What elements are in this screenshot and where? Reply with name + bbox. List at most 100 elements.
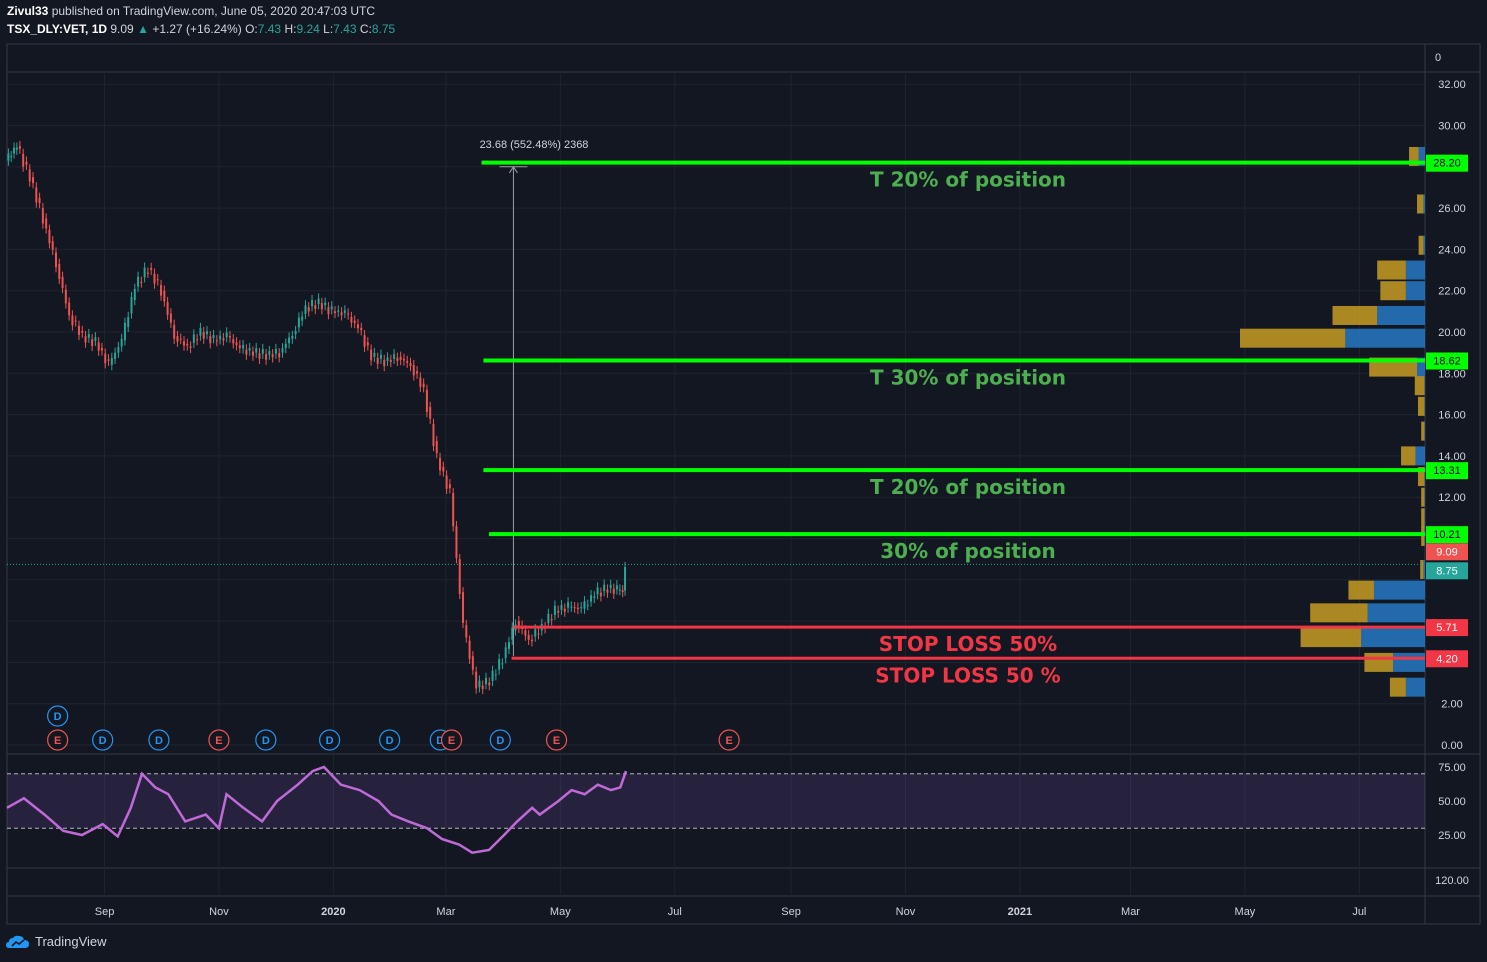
low-label: L: [323,22,334,36]
tradingview-footer[interactable]: TradingView [6,934,107,949]
candle-body [458,559,461,594]
price-axis-label: 22.00 [1438,286,1466,298]
candle-body [55,252,58,268]
candle-body [212,335,215,339]
volume-profile-down-bar [1409,146,1419,166]
candle-body [140,281,143,283]
price-tag-label: 28.20 [1433,158,1461,170]
candle-body [120,338,123,347]
candle-body [373,352,376,357]
candle-body [527,635,530,640]
event-marker-label: D [99,735,107,747]
volume-profile-down-bar [1418,235,1424,255]
candle-body [10,156,13,158]
price-axis-label: 26.00 [1438,203,1466,215]
candle-body [567,602,570,608]
candle-body [491,670,494,681]
candle-body [294,330,297,335]
volume-profile-down-bar [1417,396,1425,416]
event-marker-earnings [208,729,230,751]
candle-body [615,585,618,590]
price-axis-label: 14.00 [1438,451,1466,463]
candle-body [153,273,156,284]
candle-body [560,605,563,610]
price-axis-label: 18.00 [1438,368,1466,380]
price-tag [1426,462,1468,480]
volume-profile-down-bar [1414,376,1425,396]
candle-body [386,357,389,361]
candle-body [225,332,228,338]
event-marker-earnings [47,729,69,751]
candle-body [324,302,327,306]
candle-body [150,267,153,270]
candle-body [435,440,438,454]
price-axis-label: 30.00 [1438,121,1466,133]
candle-body [481,685,484,689]
candle-body [163,290,166,302]
high-value: 9.24 [296,22,320,36]
candle-body [550,619,553,621]
candle-body [183,341,186,346]
candle-body [291,335,294,339]
candle-body [304,305,307,314]
candle-body [91,339,94,346]
candle-body [343,310,346,313]
event-marker-label: D [262,735,270,747]
candle-body [146,272,149,274]
symbol-name[interactable]: TSX_DLY:VET, 1D [7,22,108,36]
candle-body [488,682,491,686]
candle-body [107,359,110,361]
candle-body [32,177,35,184]
volume-profile-up-bar [1405,260,1425,280]
candle-body [399,356,402,361]
measure-label: 23.68 (552.48%) 2368 [480,139,589,151]
event-marker-label: D [54,711,62,723]
volume-profile-down-bar [1401,446,1416,466]
candle-body [327,307,330,315]
price-tag-label: 8.75 [1436,565,1457,577]
published-text: published on TradingView.com, June 05, 2… [51,4,376,18]
price-axis-label: 16.00 [1438,410,1466,422]
candle-body [363,335,366,347]
candle-body [22,153,25,167]
change-arrow-icon: ▲ [137,22,149,36]
candle-body [18,146,21,149]
annotation-label: 30% of position [880,539,1055,563]
candle-body [356,324,359,329]
time-axis-label: May [550,906,571,918]
tradingview-cloud-logo-icon [6,935,29,948]
candle-body [61,276,64,289]
candle-body [45,218,48,229]
candle-body [284,343,287,349]
candle-body [448,484,451,489]
publisher-name[interactable]: Zivul33 [7,4,49,18]
candle-body [383,359,386,367]
candle-body [192,334,195,343]
candle-body [360,327,363,331]
volume-profile-up-bar [1361,628,1425,648]
time-axis-label: Nov [896,906,916,918]
candle-body [596,587,599,595]
candle-body [64,289,67,304]
candle-body [251,351,254,356]
price-tag [1426,154,1468,172]
candle-body [28,169,31,182]
candle-body [524,630,527,636]
volume-profile-down-bar [1300,628,1362,648]
event-marker-dividend [319,729,341,751]
candle-body [501,663,504,665]
candle-body [209,336,212,344]
price-tag-label: 13.31 [1433,465,1461,477]
candle-body [606,589,609,593]
volume-profile-up-bar [1424,526,1425,546]
event-marker-label: D [155,735,163,747]
candle-body [599,592,602,597]
volume-profile-up-bar [1423,559,1425,579]
candle-body [612,588,615,594]
candle-body [507,641,510,649]
candle-body [74,320,77,322]
candle-body [71,315,74,326]
volume-profile-down-bar [1417,194,1424,214]
volume-profile-down-bar [1380,281,1406,301]
